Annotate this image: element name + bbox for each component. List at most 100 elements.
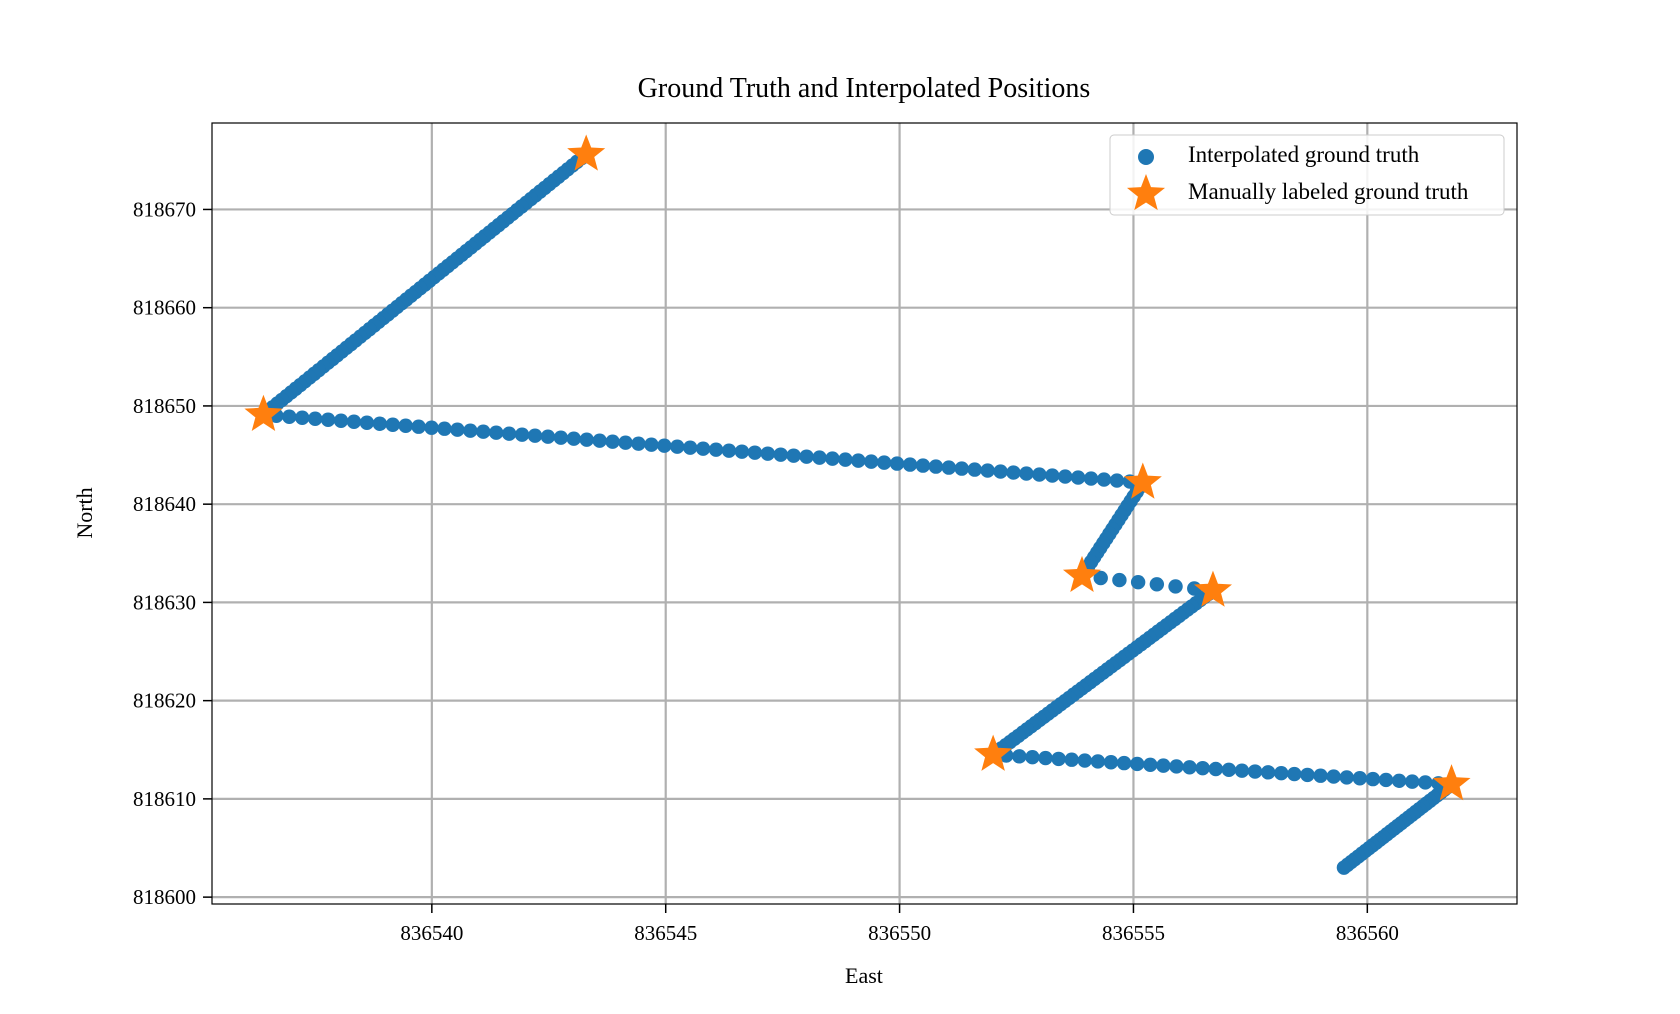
x-tick-label: 836550 [868, 921, 931, 945]
interpolated-point [825, 451, 840, 466]
axis-ticks: 836540 836545 836550 836555 836560 818600 8186… [133, 197, 1399, 945]
interpolated-point [1012, 749, 1027, 764]
labeled-star-point [974, 734, 1013, 771]
interpolated-point [592, 433, 607, 448]
interpolated-point [902, 457, 918, 472]
interpolated-point [1195, 760, 1210, 776]
interpolated-point [605, 434, 620, 449]
interpolated-point [657, 438, 672, 453]
interpolated-point [695, 441, 711, 456]
interpolated-point [889, 456, 905, 471]
interpolated-point [1365, 771, 1381, 787]
interpolated-point [501, 426, 517, 441]
y-tick-label: 818630 [133, 590, 196, 614]
interpolated-point [812, 450, 827, 465]
interpolated-point [1169, 759, 1184, 774]
y-axis-label: North [72, 487, 97, 538]
interpolated-point [864, 454, 879, 469]
interpolated-point [928, 459, 944, 474]
interpolated-point [372, 416, 388, 431]
interpolated-point [618, 435, 633, 450]
y-tick-label: 818600 [133, 885, 196, 909]
y-tick-label: 818620 [133, 689, 196, 713]
interpolated-point [1182, 760, 1197, 775]
interpolated-point [514, 427, 530, 442]
interpolated-point [1391, 773, 1407, 788]
interpolated-point [1168, 579, 1183, 594]
interpolated-point [1112, 572, 1127, 588]
interpolated-point [385, 417, 400, 432]
interpolated-point [1326, 769, 1341, 784]
interpolated-point [320, 412, 336, 427]
interpolated-point [1129, 756, 1145, 772]
x-tick-label: 836545 [634, 921, 697, 945]
interpolated-point [644, 437, 659, 452]
interpolated-point [1208, 761, 1223, 777]
interpolated-point [760, 446, 775, 461]
interpolated-point [1247, 764, 1263, 779]
x-tick-label: 836540 [400, 921, 463, 945]
interpolated-point [1045, 468, 1060, 483]
y-tick-label: 818640 [133, 492, 196, 516]
labeled-star-point [1432, 764, 1471, 801]
chart-title: Ground Truth and Interpolated Positions [638, 73, 1091, 104]
interpolated-point [359, 415, 375, 430]
interpolated-point [799, 449, 814, 464]
interpolated-point [489, 425, 504, 440]
interpolated-point [1221, 762, 1237, 778]
interpolated-point [1083, 471, 1099, 486]
interpolated-point [1418, 775, 1433, 790]
interpolated-point [1006, 465, 1021, 480]
plot-points [244, 134, 1471, 875]
interpolated-point [540, 429, 556, 444]
interpolated-point [967, 462, 982, 477]
interpolated-point [553, 430, 569, 445]
interpolated-point [954, 461, 969, 476]
interpolated-point [1090, 754, 1106, 769]
interpolated-point [333, 413, 349, 428]
grid-lines [212, 123, 1517, 904]
interpolated-point [1116, 755, 1132, 771]
legend-box [1109, 134, 1505, 216]
interpolated-point [1130, 575, 1146, 590]
interpolated-point [450, 422, 465, 437]
legend-marker-labeled [1126, 174, 1166, 211]
interpolated-point [747, 445, 763, 460]
interpolated-point [295, 410, 310, 425]
labeled-star-point [1062, 555, 1102, 593]
interpolated-point [1300, 767, 1315, 783]
interpolated-point [915, 458, 931, 473]
interpolated-point [1313, 768, 1328, 783]
interpolated-point [463, 423, 478, 438]
interpolated-point [476, 424, 491, 439]
interpolated-point [786, 448, 801, 463]
interpolated-point [721, 443, 737, 458]
plot-frame [211, 122, 1518, 905]
interpolated-point [851, 453, 866, 468]
interpolated-point [734, 444, 750, 459]
interpolated-point [566, 431, 582, 446]
legend-label-labeled: Manually labeled ground truth [1188, 179, 1469, 204]
interpolated-point [1038, 750, 1053, 766]
interpolated-point [1274, 766, 1289, 781]
interpolated-point [1378, 772, 1394, 788]
interpolated-point [346, 414, 362, 429]
interpolated-point [1103, 755, 1119, 770]
legend-label-interpolated: Interpolated ground truth [1188, 142, 1420, 167]
interpolated-point [1260, 765, 1276, 780]
interpolated-point [1019, 466, 1034, 481]
interpolated-point [876, 455, 892, 470]
interpolated-point [670, 439, 685, 454]
interpolated-point [1149, 577, 1165, 592]
interpolated-point [941, 460, 957, 475]
interpolated-point [437, 421, 452, 436]
x-tick-label: 836555 [1102, 921, 1165, 945]
y-tick-label: 818670 [133, 197, 196, 221]
interpolated-point [1064, 752, 1079, 767]
interpolated-point [683, 440, 698, 455]
y-tick-label: 818660 [133, 296, 196, 320]
interpolated-point [1051, 751, 1066, 767]
interpolated-point [1077, 753, 1093, 768]
interpolated-point [708, 442, 724, 457]
